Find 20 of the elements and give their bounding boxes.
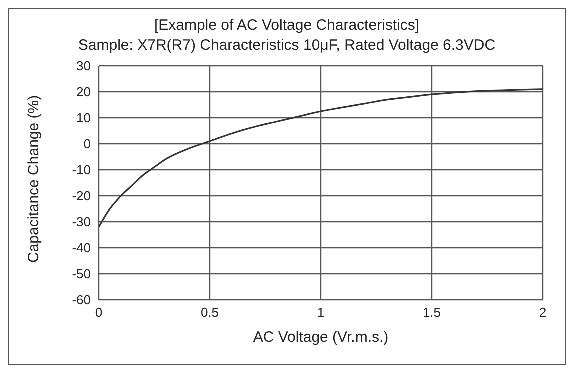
- y-tick-label: -50: [72, 266, 91, 282]
- y-axis-title: Capacitance Change (%): [25, 95, 42, 263]
- y-tick-label: -30: [72, 214, 91, 230]
- y-tick-label: 30: [76, 58, 91, 74]
- x-axis-title: AC Voltage (Vr.m.s.): [253, 329, 389, 346]
- x-tick-label: 1: [317, 305, 325, 320]
- x-tick-label: 0: [95, 305, 103, 320]
- x-tick-label: 2: [539, 305, 547, 320]
- x-tick-label: 1.5: [422, 305, 442, 320]
- y-tick-label: 0: [84, 136, 91, 152]
- y-tick-label: -40: [72, 240, 91, 256]
- y-tick-label: 10: [76, 110, 91, 126]
- chart-title: [Example of AC Voltage Characteristics]: [153, 17, 421, 34]
- line-series: [99, 88, 543, 228]
- y-tick-label: -10: [72, 162, 91, 178]
- y-tick-label: 20: [76, 84, 91, 100]
- x-tick-label: 0.5: [200, 305, 220, 320]
- y-tick-label: -60: [72, 292, 91, 308]
- y-tick-label: -20: [72, 188, 91, 204]
- chart-subtitle: Sample: X7R(R7) Characteristics 10μF, Rated Voltage 6.3VDC: [77, 37, 497, 54]
